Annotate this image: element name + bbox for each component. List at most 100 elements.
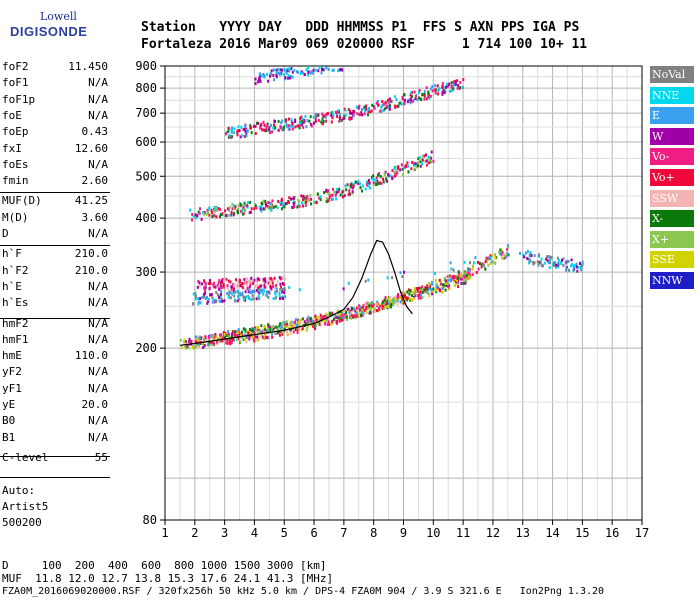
echo-point	[286, 124, 289, 128]
echo-point	[382, 102, 385, 106]
echo-point	[293, 118, 296, 122]
echo-point	[459, 273, 462, 277]
echo-point	[503, 253, 506, 257]
echo-point	[423, 97, 426, 101]
echo-point	[577, 265, 580, 269]
echo-point	[494, 256, 497, 260]
echo-point	[231, 338, 234, 342]
echo-point	[370, 307, 373, 311]
echo-point	[319, 198, 322, 202]
echo-point	[255, 336, 258, 340]
echo-point	[202, 346, 205, 350]
echo-point	[292, 196, 295, 200]
echo-point	[218, 340, 221, 344]
echo-point	[329, 194, 332, 198]
echo-point	[339, 310, 342, 314]
echo-point	[281, 325, 284, 329]
echo-point	[529, 252, 532, 256]
echo-point	[415, 165, 418, 169]
echo-point	[349, 117, 352, 121]
echo-point	[226, 214, 229, 218]
echo-point	[278, 333, 281, 337]
echo-point	[528, 259, 531, 263]
echo-point	[248, 327, 251, 331]
echo-point	[203, 295, 206, 299]
echo-point	[305, 322, 308, 326]
echo-point	[254, 203, 257, 207]
echo-point	[227, 295, 230, 299]
echo-point	[377, 173, 380, 177]
echo-point	[425, 153, 428, 157]
echo-point	[419, 287, 422, 291]
echo-point	[316, 113, 319, 117]
echo-point	[250, 131, 253, 135]
echo-point	[373, 309, 376, 313]
echo-point	[484, 260, 487, 264]
echo-point	[307, 324, 310, 328]
echo-point	[250, 280, 253, 284]
echo-point	[256, 329, 259, 333]
echo-point	[252, 281, 255, 285]
echo-point	[268, 282, 271, 286]
echo-point	[365, 183, 368, 187]
echo-point	[352, 183, 355, 187]
echo-point	[395, 98, 398, 102]
echo-point	[249, 283, 252, 287]
echo-point	[281, 330, 284, 334]
echo-point	[443, 278, 446, 282]
echo-point	[288, 76, 291, 80]
echo-point	[307, 71, 310, 75]
echo-point	[464, 276, 467, 280]
echo-point	[474, 256, 477, 260]
echo-point	[368, 186, 371, 190]
echo-point	[352, 110, 355, 114]
echo-point	[444, 279, 447, 283]
echo-point	[308, 199, 311, 203]
echo-point	[467, 271, 470, 275]
echo-point	[301, 327, 304, 331]
echo-point	[444, 85, 447, 89]
echo-point	[431, 84, 434, 88]
param-value: N/A	[88, 414, 108, 428]
echo-point	[576, 269, 579, 273]
echo-point	[380, 105, 383, 109]
echo-point	[425, 159, 428, 163]
echo-point	[313, 201, 316, 205]
echo-point	[268, 126, 271, 130]
echo-point	[374, 308, 377, 312]
echo-point	[277, 199, 280, 203]
echo-point	[198, 336, 201, 340]
echo-point	[572, 266, 575, 270]
echo-point	[234, 299, 237, 303]
echo-point	[494, 253, 497, 257]
logo-lowell-text: Lowell	[40, 10, 77, 23]
echo-point	[271, 281, 274, 285]
echo-point	[319, 321, 322, 325]
echo-point	[261, 335, 264, 339]
echo-point	[344, 113, 347, 117]
param-value: 11.450	[68, 60, 108, 73]
echo-point	[561, 258, 564, 262]
echo-point	[362, 184, 365, 188]
echo-point	[396, 171, 399, 175]
echo-point	[355, 311, 358, 315]
echo-point	[180, 345, 183, 349]
echo-point	[191, 302, 194, 306]
echo-point	[270, 204, 273, 208]
echo-point	[371, 177, 374, 181]
echo-point	[313, 327, 316, 331]
echo-point	[228, 133, 231, 137]
echo-point	[330, 114, 333, 118]
echo-point	[494, 261, 497, 265]
echo-point	[183, 338, 186, 342]
echo-point	[282, 204, 285, 208]
echo-point	[269, 123, 272, 127]
echo-point	[308, 119, 311, 123]
echo-point	[190, 339, 193, 343]
echo-point	[427, 292, 430, 296]
echo-point	[217, 207, 220, 211]
echo-point	[316, 322, 319, 326]
echo-point	[342, 310, 345, 314]
echo-point	[278, 293, 281, 297]
echo-point	[323, 320, 326, 324]
